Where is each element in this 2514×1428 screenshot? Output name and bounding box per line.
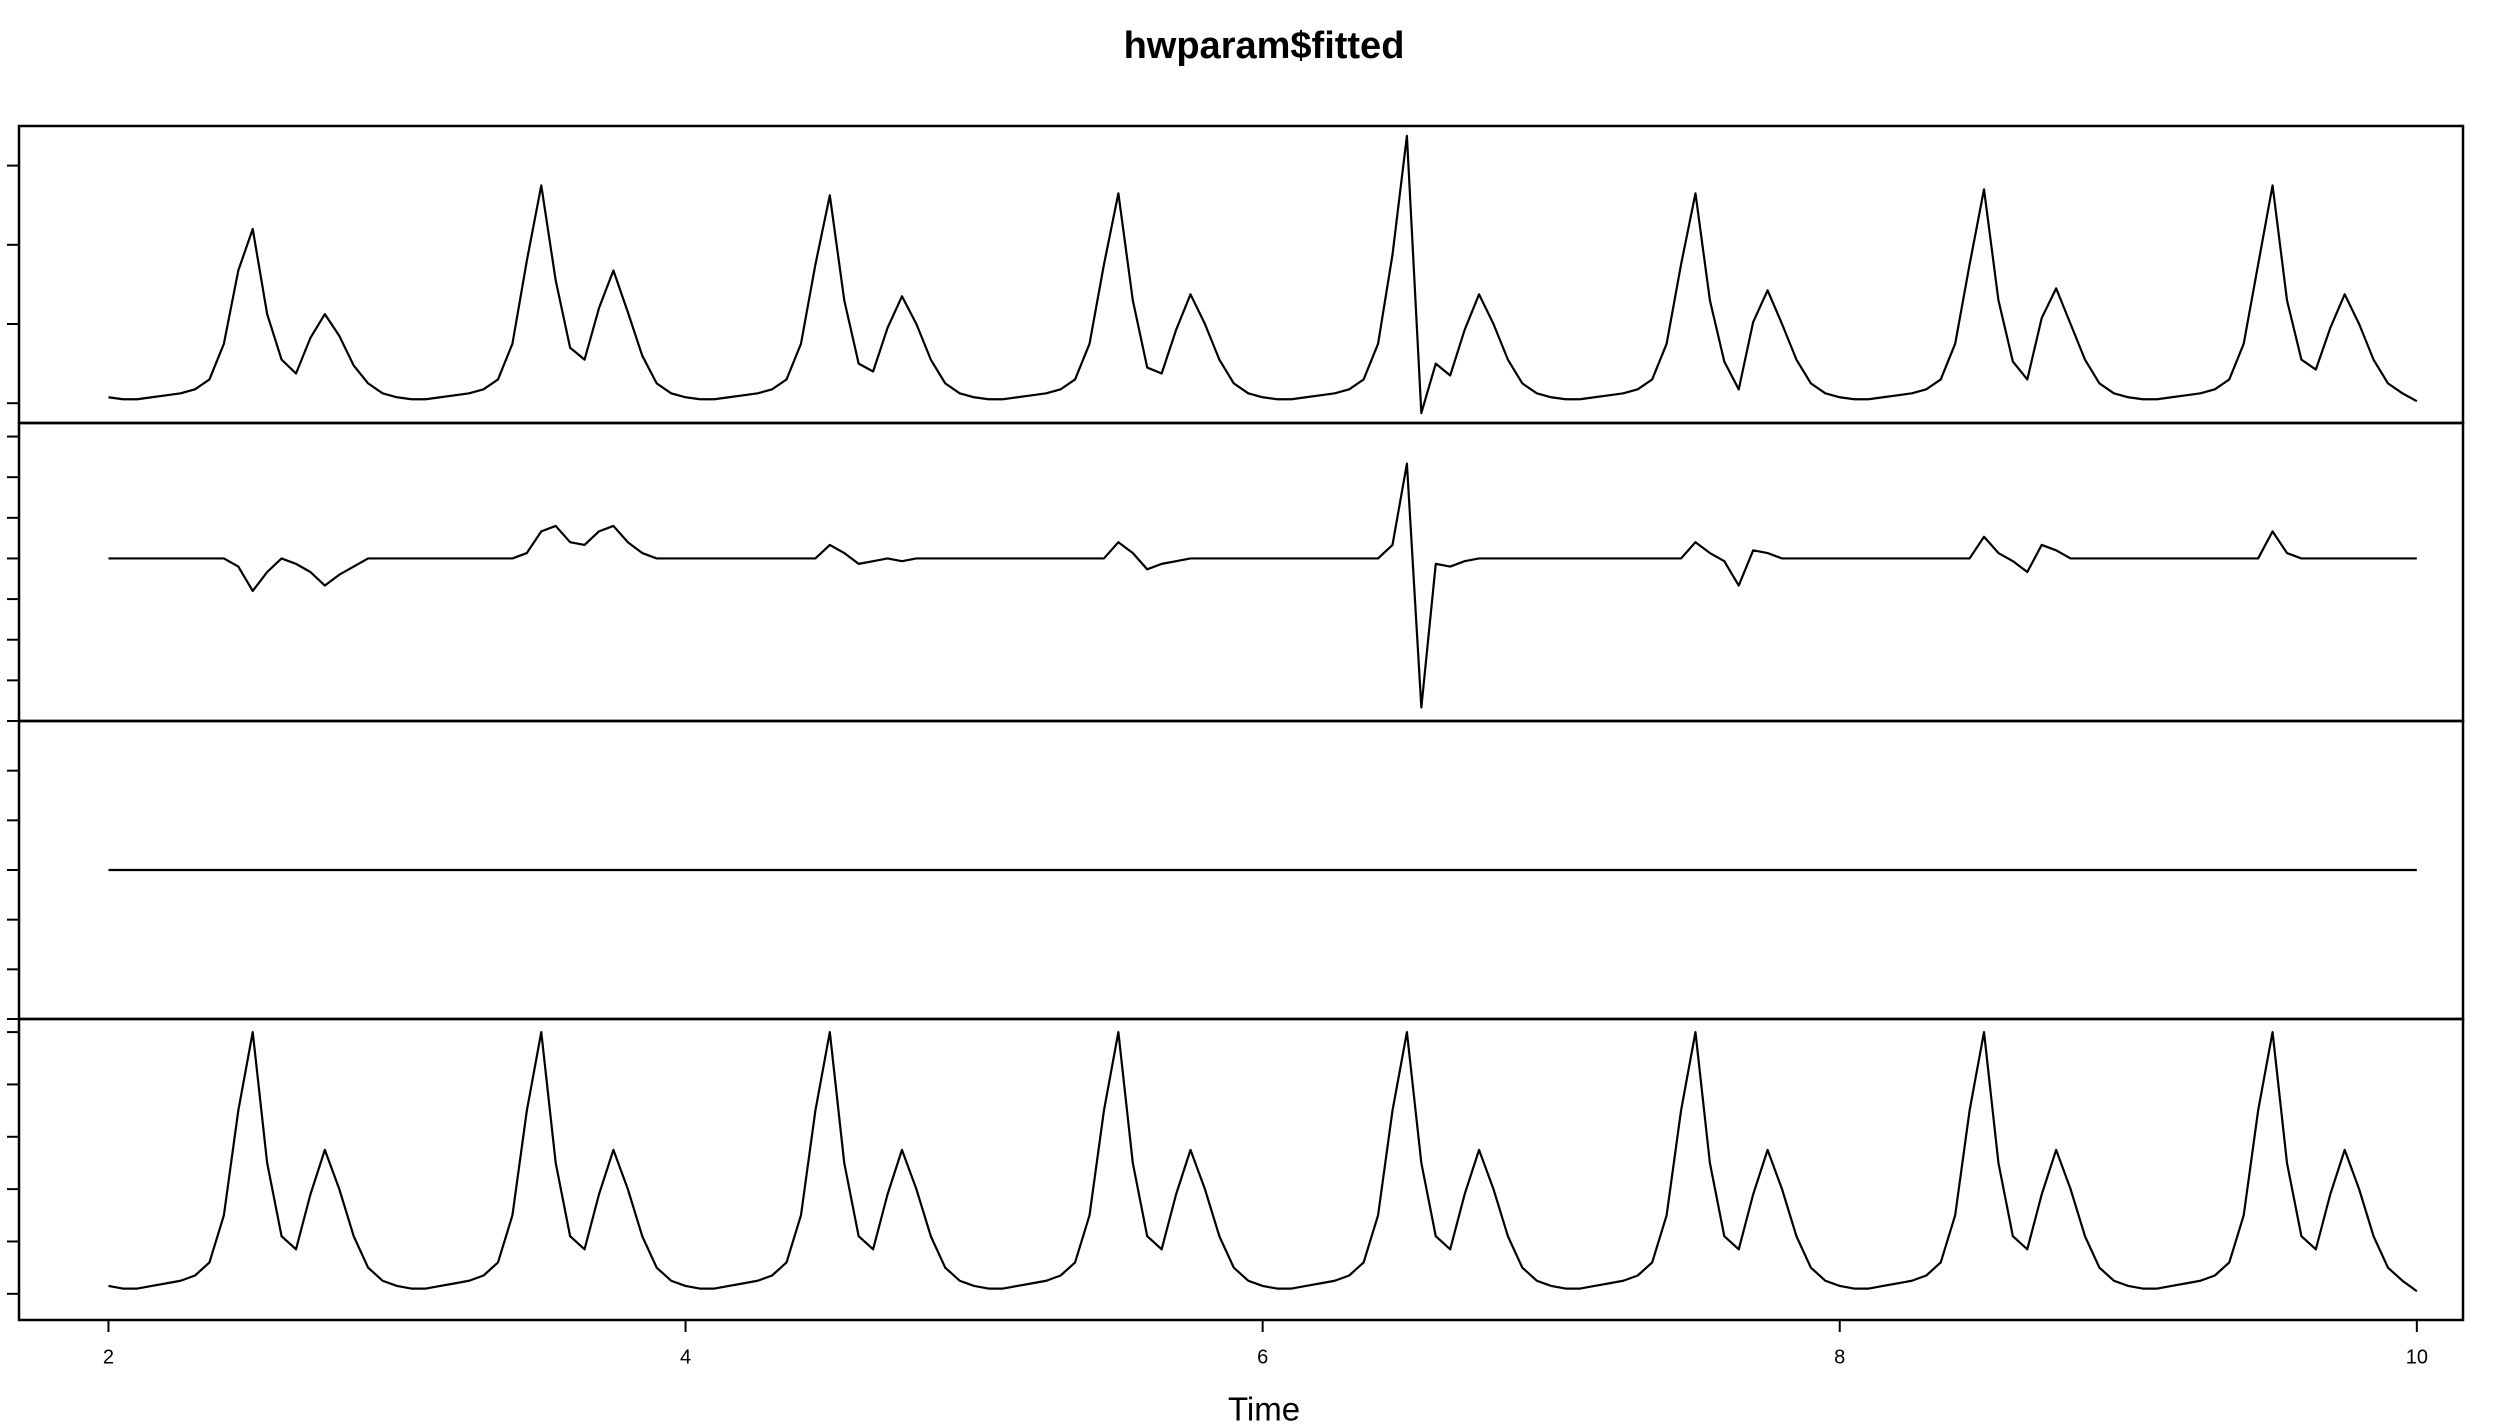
x-tick-label: 2 — [103, 1346, 114, 1368]
series-line — [108, 134, 2418, 415]
x-tick-label: 6 — [1257, 1346, 1268, 1368]
series-line — [108, 462, 2417, 709]
x-tick-label: 8 — [1834, 1346, 1845, 1368]
x-tick-label: 10 — [2406, 1346, 2428, 1368]
chart-title: hwparam$fitted — [1124, 25, 1405, 67]
series-line — [108, 1030, 2418, 1293]
x-axis-label: Time — [1228, 1391, 1300, 1428]
x-tick-label: 4 — [680, 1346, 691, 1368]
panel-frame — [17, 1017, 2465, 1322]
